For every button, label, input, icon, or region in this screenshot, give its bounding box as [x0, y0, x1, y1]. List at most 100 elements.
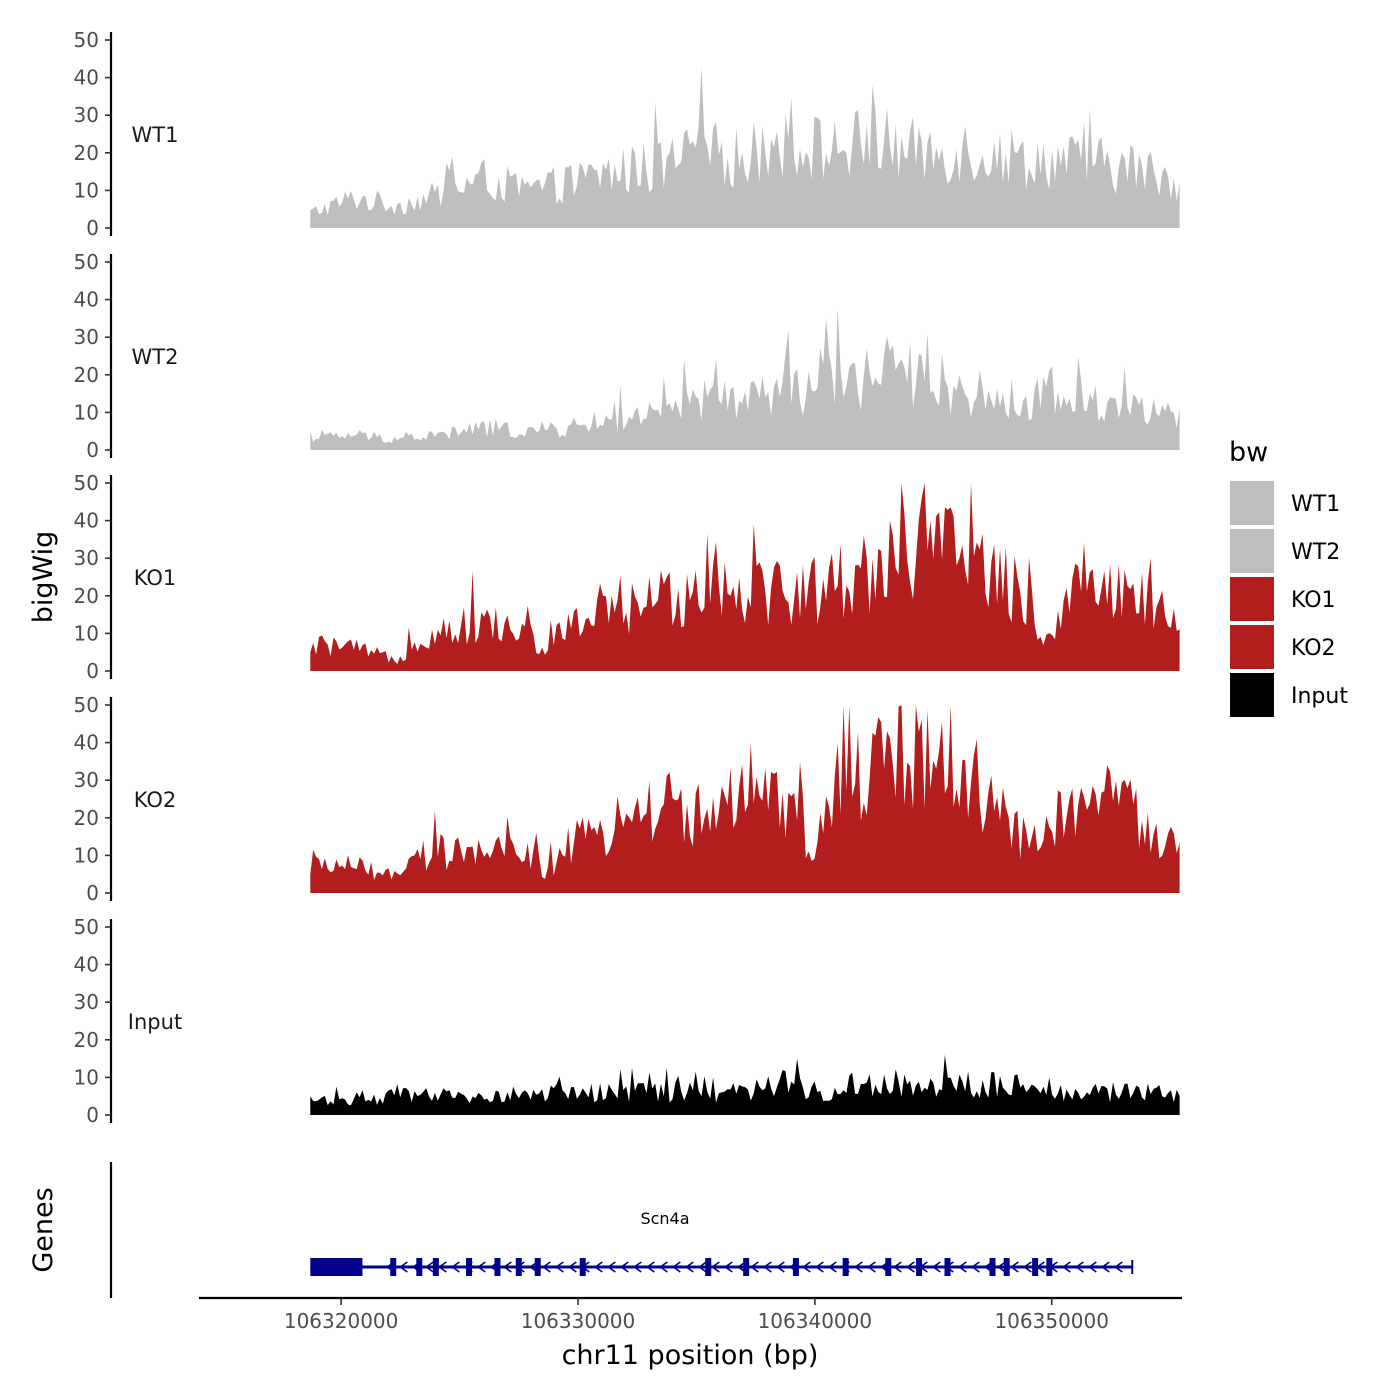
y-tick-label: 20	[74, 584, 99, 608]
y-tick-label: 50	[74, 28, 99, 52]
legend-label: KO1	[1291, 588, 1336, 613]
x-tick-label: 106350000	[994, 1309, 1109, 1333]
strand-arrow	[1074, 1261, 1084, 1273]
y-tick-label: 50	[74, 693, 99, 717]
gene-model	[310, 1258, 1134, 1276]
gene-exon	[515, 1258, 522, 1276]
gene-exon	[1032, 1258, 1039, 1276]
x-axis: 106320000 106330000 106340000 106350000 chr…	[199, 1296, 1182, 1371]
genes-axis-title: Genes	[28, 1187, 59, 1272]
legend-swatch	[1228, 575, 1276, 623]
strand-arrow	[814, 1261, 824, 1273]
legend-entry-ko1: KO1	[1228, 575, 1336, 623]
strand-arrow	[645, 1261, 655, 1273]
track-label-ko2: KO2	[134, 788, 177, 812]
gene-label: Scn4a	[640, 1209, 689, 1228]
strand-arrow	[996, 1261, 1006, 1273]
gene-exon	[432, 1258, 439, 1276]
strand-arrow	[619, 1261, 629, 1273]
legend-label: KO2	[1291, 636, 1336, 661]
y-axis-title: bigWig	[28, 531, 59, 624]
gene-exon	[792, 1258, 799, 1276]
strand-arrow	[905, 1261, 915, 1273]
track-wt1: 0 10 20 30 40 50 WT1	[74, 28, 1180, 240]
y-tick-label: 30	[74, 103, 99, 127]
strand-arrow	[554, 1261, 564, 1273]
legend-swatch	[1228, 623, 1276, 671]
track-label-ko1: KO1	[134, 566, 177, 590]
signal-area-wt2	[310, 307, 1180, 450]
legend-label: WT1	[1291, 492, 1340, 517]
y-tick-label: 10	[74, 843, 99, 867]
y-tick-label: 20	[74, 141, 99, 165]
strand-arrow	[476, 1261, 486, 1273]
track-label-input: Input	[128, 1010, 182, 1034]
y-tick-label: 20	[74, 363, 99, 387]
track-wt2: 0 10 20 30 40 50 WT2	[74, 250, 1180, 462]
legend-entry-wt1: WT1	[1228, 479, 1340, 527]
y-tick-label: 40	[74, 731, 99, 755]
y-tick-label: 0	[86, 216, 99, 240]
strand-arrow	[931, 1261, 941, 1273]
gene-exon	[944, 1258, 951, 1276]
strand-arrow	[1100, 1261, 1110, 1273]
strand-arrow	[775, 1261, 785, 1273]
legend-entries: WT1 WT2 KO1 KO2 Input	[1228, 479, 1348, 719]
y-tick-label: 30	[74, 325, 99, 349]
strand-arrow	[736, 1261, 746, 1273]
strand-arrow	[1113, 1261, 1123, 1273]
signal-area-ko2	[310, 705, 1180, 893]
y-tick-label: 10	[74, 178, 99, 202]
y-tick-label: 0	[86, 659, 99, 683]
track-ko1: 0 10 20 30 40 50 KO1	[74, 471, 1180, 683]
gene-exon	[743, 1258, 750, 1276]
strand-arrow	[541, 1261, 551, 1273]
strand-arrow	[398, 1261, 408, 1273]
strand-arrow	[567, 1261, 577, 1273]
strand-arrow	[502, 1261, 512, 1273]
y-tick-label: 30	[74, 546, 99, 570]
legend: bw WT1 WT2 KO1 KO2 Input	[1228, 437, 1348, 719]
strand-arrow	[853, 1261, 863, 1273]
legend-swatch	[1228, 671, 1276, 719]
strand-arrow	[424, 1261, 434, 1273]
strand-arrow	[632, 1261, 642, 1273]
x-tick-label: 106320000	[284, 1309, 399, 1333]
strand-arrow	[1022, 1261, 1032, 1273]
gene-exon	[842, 1258, 849, 1276]
strand-arrow	[749, 1261, 759, 1273]
track-label-wt1: WT1	[132, 123, 179, 147]
legend-swatch	[1228, 527, 1276, 575]
strand-arrow	[957, 1261, 967, 1273]
y-tick-label: 10	[74, 621, 99, 645]
strand-arrow	[658, 1261, 668, 1273]
strand-arrow	[1061, 1261, 1071, 1273]
strand-arrow	[450, 1261, 460, 1273]
strand-arrow	[697, 1261, 707, 1273]
strand-arrow	[723, 1261, 733, 1273]
signal-area-wt1	[310, 67, 1180, 228]
strand-arrow	[684, 1261, 694, 1273]
signal-area-input	[310, 1054, 1180, 1115]
y-tick-label: 0	[86, 881, 99, 905]
gene-exon	[1046, 1258, 1053, 1276]
strand-arrow	[437, 1261, 447, 1273]
gene-exon	[466, 1258, 473, 1276]
y-tick-label: 50	[74, 250, 99, 274]
y-tick-label: 40	[74, 66, 99, 90]
gene-exon	[579, 1258, 586, 1276]
y-tick-label: 40	[74, 509, 99, 533]
gene-exon	[885, 1258, 892, 1276]
gene-exon	[916, 1258, 923, 1276]
x-tick-label: 106330000	[521, 1309, 636, 1333]
legend-swatch	[1228, 479, 1276, 527]
strand-arrow	[710, 1261, 720, 1273]
strand-arrow	[866, 1261, 876, 1273]
y-tick-label: 20	[74, 806, 99, 830]
gene-exon	[989, 1258, 996, 1276]
signal-area-ko1	[310, 483, 1180, 671]
y-tick-label: 40	[74, 288, 99, 312]
y-tick-label: 50	[74, 915, 99, 939]
legend-label: WT2	[1291, 540, 1340, 565]
x-ticks: 106320000 106330000 106340000 106350000	[284, 1298, 1109, 1333]
